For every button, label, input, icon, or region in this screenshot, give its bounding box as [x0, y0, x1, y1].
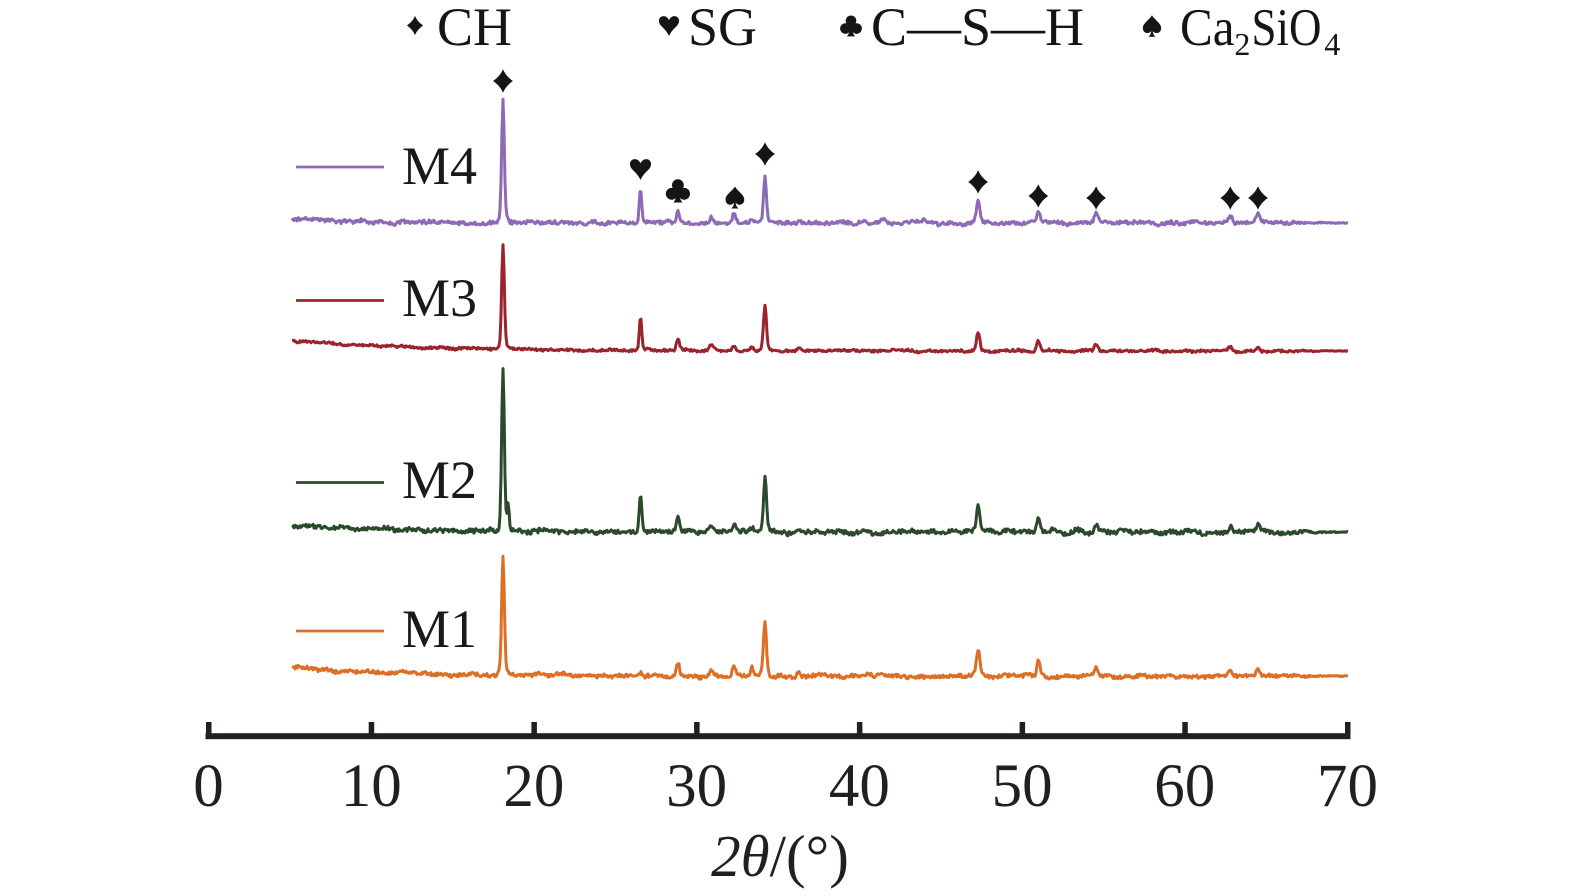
svg-text:M2: M2 — [402, 450, 477, 510]
svg-text:CH: CH — [437, 0, 512, 57]
svg-text:50: 50 — [992, 753, 1053, 820]
svg-text:C—S—H: C—S—H — [871, 0, 1084, 57]
svg-text:2θ/(°): 2θ/(°) — [711, 823, 849, 889]
svg-text:30: 30 — [666, 753, 727, 820]
svg-text:SiO: SiO — [1252, 0, 1322, 57]
svg-text:Ca: Ca — [1180, 0, 1235, 57]
svg-text:40: 40 — [829, 753, 890, 820]
svg-text:0: 0 — [193, 753, 224, 820]
svg-text:M4: M4 — [402, 136, 477, 196]
svg-text:M3: M3 — [402, 268, 477, 328]
svg-text:20: 20 — [503, 753, 564, 820]
svg-text:10: 10 — [341, 753, 402, 820]
svg-text:60: 60 — [1154, 753, 1215, 820]
svg-text:70: 70 — [1317, 753, 1378, 820]
svg-text:M1: M1 — [402, 599, 477, 659]
svg-text:SG: SG — [688, 0, 757, 57]
